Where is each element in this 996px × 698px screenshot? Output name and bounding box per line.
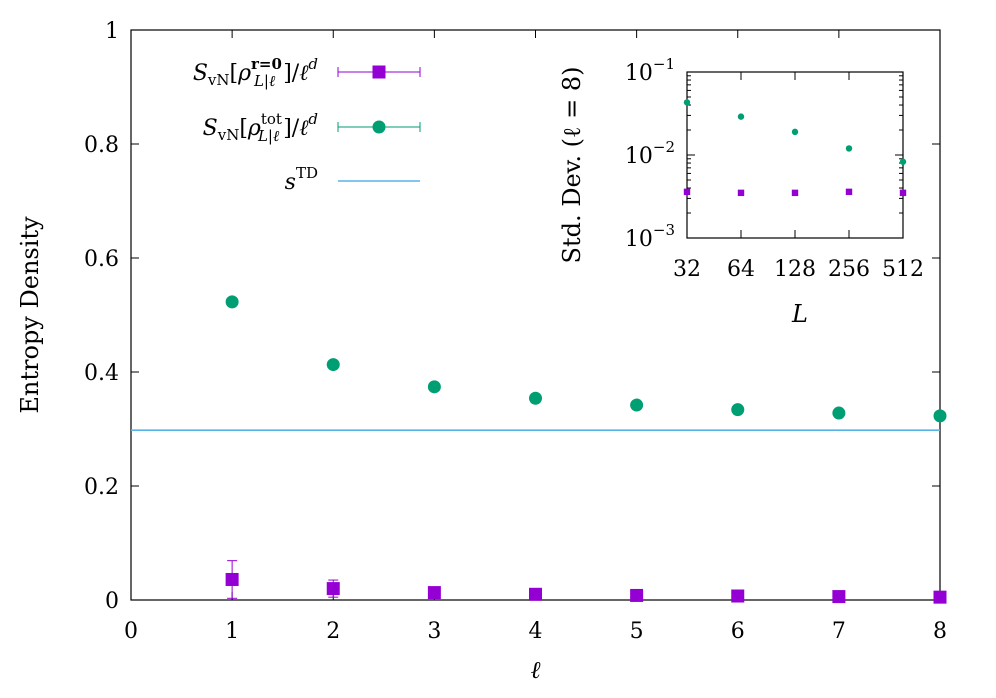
- point-tot-5: [630, 398, 644, 412]
- inset-point-r0-32: [683, 188, 691, 196]
- y-tick-label: 0.8: [84, 133, 119, 158]
- inset-y-tick-label: 10−1: [625, 55, 675, 86]
- x-tick-label: 4: [529, 619, 543, 644]
- legend-label-sTD: sTD: [285, 164, 318, 195]
- point-tot-8: [933, 409, 947, 423]
- x-tick-label: 7: [832, 619, 846, 644]
- x-tick-label: 0: [124, 619, 138, 644]
- legend: SvN[ρr=0 L|ℓ]/ℓd SvN[ρtot L|ℓ]/ℓd sTD: [193, 55, 421, 195]
- inset-point-tot-32: [683, 99, 691, 106]
- inset-y-tick-label: 10−3: [625, 221, 675, 252]
- inset-x-tick-label: 32: [673, 257, 701, 282]
- x-tick-label: 6: [731, 619, 745, 644]
- inset-point-r0-512: [899, 189, 907, 197]
- x-axis-title: ℓ: [531, 656, 541, 684]
- point-r0-3: [427, 586, 441, 600]
- y-tick-label: 0.4: [84, 361, 119, 386]
- inset-point-r0-64: [737, 189, 745, 197]
- x-tick-label: 5: [630, 619, 644, 644]
- point-tot-6: [731, 403, 745, 417]
- inset-frame: [686, 71, 904, 239]
- y-tick-label: 0.6: [84, 247, 119, 272]
- point-r0-1: [225, 572, 239, 586]
- x-tick-label: 1: [225, 619, 239, 644]
- legend-label-tot: SvN[ρtot L|ℓ]/ℓd: [203, 110, 318, 145]
- inset-point-tot-128: [791, 128, 799, 136]
- x-tick-label: 2: [326, 619, 340, 644]
- y-tick-label: 0: [105, 589, 119, 614]
- y-axis-title: Entropy Density: [16, 216, 44, 414]
- legend-label-r0: SvN[ρr=0 L|ℓ]/ℓd: [193, 55, 318, 90]
- inset-point-tot-64: [737, 113, 745, 120]
- main-plot: 0 1 2 3 4 5 6 7 8 0 0.2 0.4 0.6 0.8 1 ℓ Entropy Density: [16, 19, 947, 684]
- point-r0-4: [529, 587, 542, 601]
- point-r0-8: [933, 590, 947, 604]
- point-tot-1: [225, 295, 239, 309]
- legend-marker-tot: [372, 120, 386, 134]
- inset-plot: 32 64 128 256 512 10−3 10−2 10−1 L Std. Dev. (ℓ =…: [558, 55, 924, 328]
- y-tick-label: 1: [105, 19, 119, 44]
- y-tick-label: 0.2: [84, 475, 119, 500]
- inset-y-tick-label: 10−2: [625, 138, 675, 169]
- point-r0-7: [832, 590, 846, 604]
- point-r0-2: [326, 582, 340, 596]
- inset-x-tick-label: 512: [882, 257, 924, 282]
- point-tot-3: [427, 380, 441, 394]
- point-r0-5: [630, 588, 644, 602]
- inset-x-tick-label: 256: [828, 257, 870, 282]
- point-r0-6: [731, 589, 745, 603]
- inset-x-axis-title: L: [791, 300, 808, 328]
- inset-point-r0-256: [845, 188, 853, 196]
- inset-point-r0-128: [791, 189, 799, 197]
- inset-y-axis-title: Std. Dev. (ℓ = 8): [558, 67, 586, 264]
- x-tick-label: 8: [933, 619, 947, 644]
- inset-point-tot-256: [845, 145, 853, 152]
- x-tick-label: 3: [427, 619, 441, 644]
- point-tot-2: [326, 358, 340, 372]
- inset-point-tot-512: [899, 158, 907, 165]
- legend-marker-r0: [372, 65, 386, 79]
- inset-x-tick-label: 128: [774, 257, 816, 282]
- point-tot-7: [832, 406, 846, 420]
- point-tot-4: [529, 391, 542, 405]
- inset-x-tick-label: 64: [727, 257, 755, 282]
